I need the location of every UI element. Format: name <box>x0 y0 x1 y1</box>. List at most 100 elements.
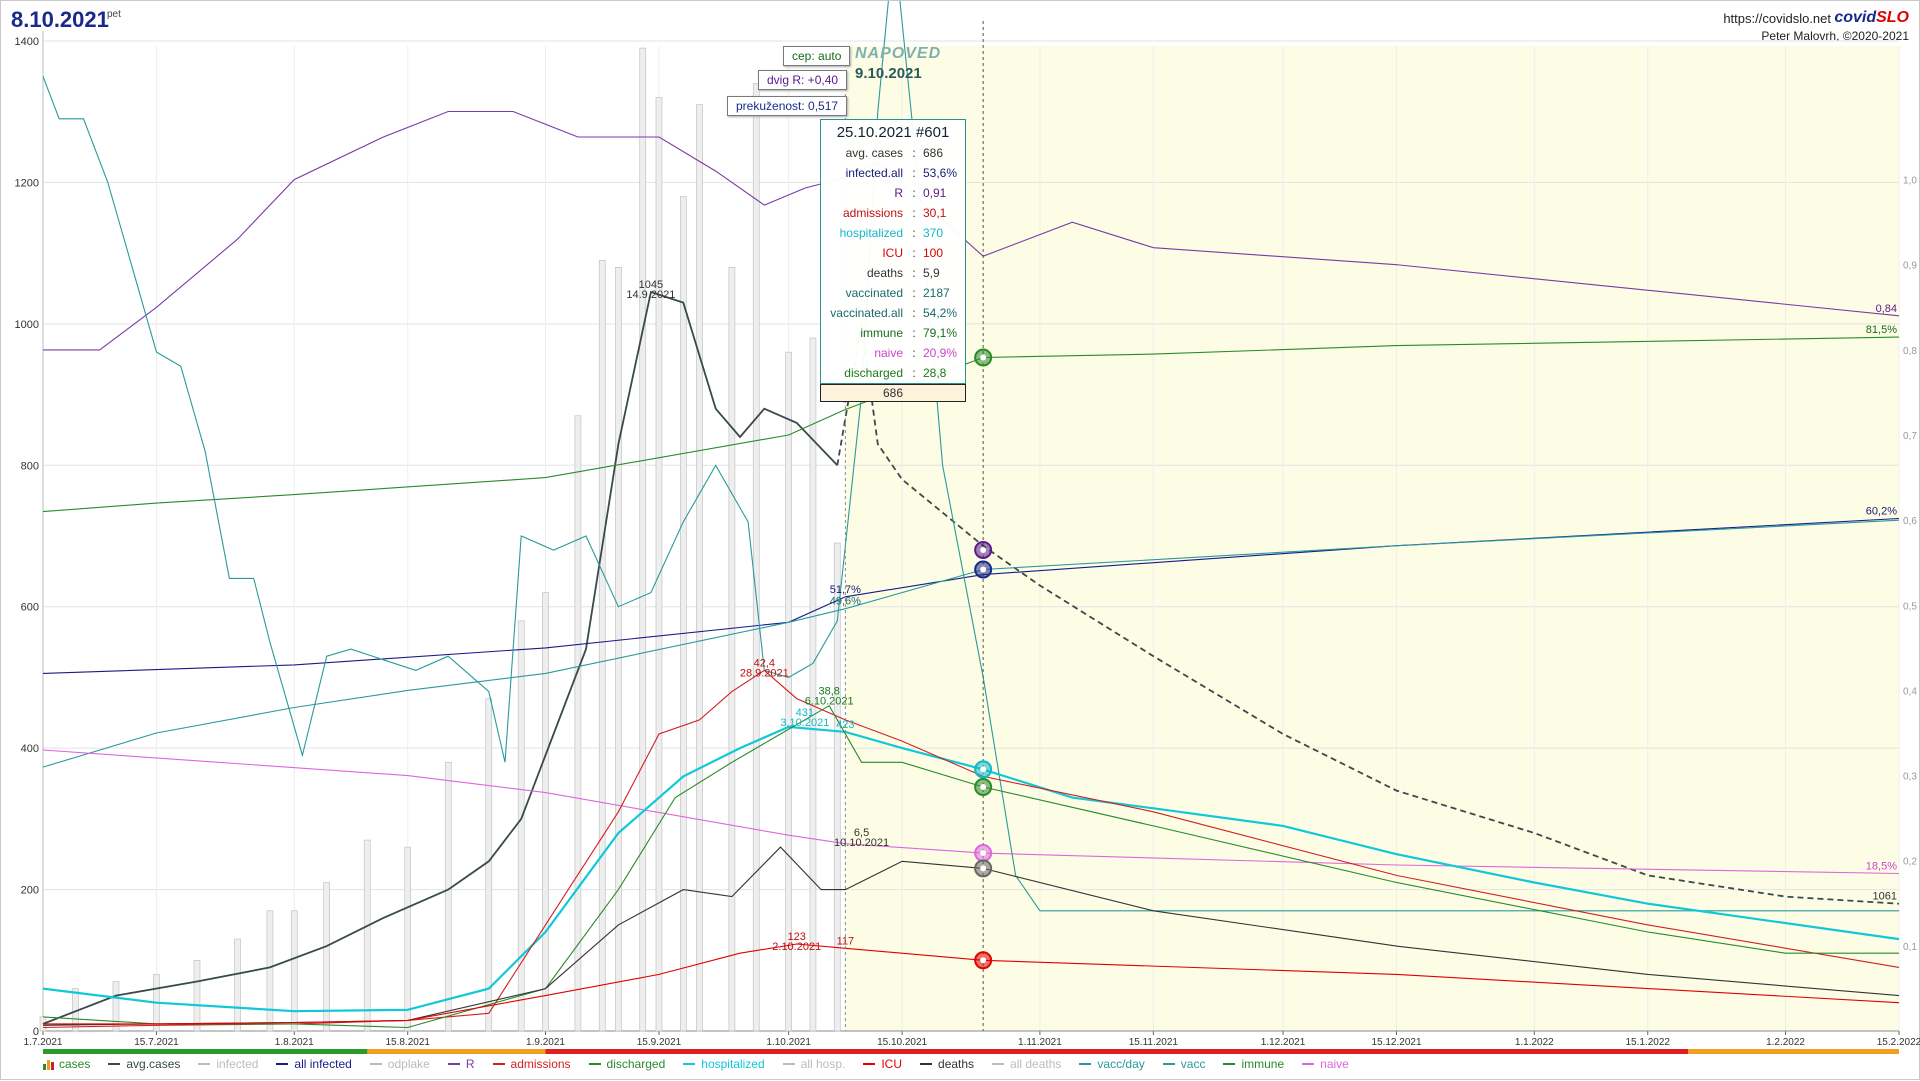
tooltip-key: R <box>894 186 903 200</box>
annotation-label: 14.9.2021 <box>626 289 675 301</box>
legend-item[interactable]: immune <box>1223 1057 1284 1071</box>
tooltip-colon: : <box>912 326 916 340</box>
legend-swatch <box>920 1063 933 1065</box>
legend-item[interactable]: deaths <box>920 1057 974 1071</box>
annotation-label: 1045 <box>639 279 663 291</box>
tooltip-footer: 686 <box>820 384 966 402</box>
legend-item[interactable]: cases <box>43 1057 90 1071</box>
x-tick-label: 1.11.2021 <box>1018 1037 1062 1048</box>
tooltip-key: hospitalized <box>839 226 903 240</box>
prevalence-control[interactable]: prekuženost: 0,517 <box>727 96 848 116</box>
case-bar <box>574 415 582 1032</box>
y-right-tick-label: 0,6 <box>1903 516 1917 527</box>
x-tick-label: 15.10.2021 <box>877 1037 927 1048</box>
tooltip-colon: : <box>912 166 916 180</box>
legend-item[interactable]: avg.cases <box>108 1057 180 1071</box>
legend-item[interactable]: all deaths <box>992 1057 1061 1071</box>
case-bar <box>752 83 760 1032</box>
legend-item[interactable]: naive <box>1302 1057 1349 1071</box>
series-line-r <box>43 110 1900 351</box>
legend-swatch <box>1223 1063 1236 1065</box>
selected-date-marker-dot <box>980 354 987 361</box>
y-left-tick-label: 800 <box>21 460 39 472</box>
x-tick-label: 15.9.2021 <box>637 1037 682 1048</box>
series-line-avg-cases <box>42 290 838 1025</box>
annotation-label: 38,8 <box>818 686 839 698</box>
tooltip-key: naive <box>874 346 903 360</box>
tooltip-colon: : <box>912 306 916 320</box>
r-boost-control[interactable]: dvig R: +0,40 <box>758 70 848 90</box>
cep-control[interactable]: cep: auto <box>783 46 851 66</box>
legend-item[interactable]: odplake <box>369 1057 430 1071</box>
x-tick-label: 1.9.2021 <box>526 1037 565 1048</box>
legend-swatch <box>198 1063 211 1065</box>
tooltip-value: 5,9 <box>923 266 940 280</box>
chart-weekday: pet <box>107 9 121 20</box>
annotation-label: 49,6% <box>830 596 861 608</box>
tooltip-key: admissions <box>842 206 903 220</box>
case-bar <box>615 266 622 1032</box>
case-bar <box>404 846 412 1032</box>
case-bar <box>444 761 452 1032</box>
legend-item[interactable]: vacc/day <box>1079 1057 1145 1071</box>
legend-label: vacc <box>1180 1057 1206 1071</box>
brand-part-b: SLO <box>1876 9 1909 26</box>
tooltip-row: discharged:28,8 <box>821 363 965 383</box>
case-bar <box>112 981 120 1032</box>
brand-logo: covidSLO <box>1834 9 1909 27</box>
legend-item[interactable]: admissions <box>492 1057 571 1071</box>
series-line-vacc-day <box>42 1 1899 912</box>
legend-item[interactable]: discharged <box>588 1057 665 1071</box>
legend-swatch <box>782 1063 795 1065</box>
tooltip-colon: : <box>912 146 916 160</box>
annotation-label: 81,5% <box>1866 324 1897 336</box>
y-left-tick-label: 1200 <box>15 177 39 189</box>
tooltip-rows: avg. cases:686 infected.all:53,6% R:0,91 ad… <box>821 143 965 383</box>
tooltip-value: 54,2% <box>923 306 958 320</box>
legend-item[interactable]: hospitalized <box>683 1057 765 1071</box>
x-tick-label: 1.2.2022 <box>1766 1037 1805 1048</box>
phase-band-orange-late <box>1688 1049 1899 1054</box>
legend-label: avg.cases <box>126 1057 181 1071</box>
selected-date-marker-dot <box>980 784 987 791</box>
legend-item[interactable]: vacc <box>1162 1057 1206 1071</box>
legend-swatch <box>276 1063 289 1065</box>
series-line-avg-cases-forecast <box>836 323 1900 905</box>
legend-swatch <box>588 1063 601 1065</box>
case-bar <box>728 266 736 1032</box>
tooltip-row: ICU:100 <box>821 243 965 263</box>
legend-item[interactable]: ICU <box>863 1057 902 1071</box>
legend-label: admissions <box>510 1057 571 1071</box>
annotation-label: 0,84 <box>1876 303 1897 315</box>
author-credit: Peter Malovrh, ©2020-2021 <box>1761 29 1909 43</box>
legend-item[interactable]: all infected <box>276 1057 352 1071</box>
tooltip-value: 20,9% <box>923 346 958 360</box>
legend-label: R <box>465 1057 475 1071</box>
legend-item[interactable]: all hosp. <box>782 1057 845 1071</box>
legend-swatch <box>369 1063 382 1065</box>
series-line-vacc <box>42 519 1900 768</box>
annotation-label: 431 <box>796 707 814 719</box>
annotation-label: 3.10.2021 <box>780 717 829 729</box>
case-bar <box>323 882 330 1032</box>
site-url[interactable]: https://covidslo.net <box>1723 11 1831 26</box>
case-bar <box>542 592 549 1032</box>
y-right-tick-label: 0,9 <box>1903 261 1917 272</box>
case-bar <box>517 620 525 1032</box>
tooltip-key: ICU <box>882 246 903 260</box>
legend-item[interactable]: R <box>447 1057 475 1071</box>
tooltip-key: vaccinated.all <box>830 306 903 320</box>
legend-swatch <box>1162 1063 1175 1065</box>
tooltip-value: 370 <box>923 226 944 240</box>
case-bar <box>655 97 663 1032</box>
y-left-tick-label: 1400 <box>15 36 39 48</box>
selected-date-marker-dot <box>980 546 987 553</box>
data-tooltip: 25.10.2021 #601 avg. cases:686 infected.a… <box>820 119 966 384</box>
legend-item[interactable]: infected <box>198 1057 258 1071</box>
tooltip-colon: : <box>912 206 916 220</box>
tooltip-key: deaths <box>866 266 903 280</box>
legend-label: naive <box>1320 1057 1349 1071</box>
y-right-tick-label: 0,4 <box>1903 686 1917 697</box>
tooltip-value: 53,6% <box>923 166 958 180</box>
